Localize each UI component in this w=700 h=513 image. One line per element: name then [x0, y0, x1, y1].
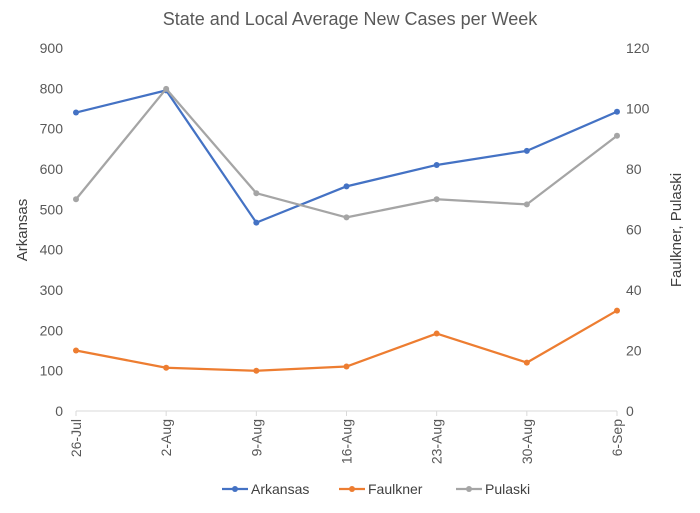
data-point-pulaski: [343, 214, 350, 221]
legend-swatch-marker: [349, 486, 355, 492]
legend-item-pulaski: Pulaski: [456, 481, 530, 497]
right-axis-ticks: 0 20 40 60 80 100 120: [626, 40, 650, 419]
left-tick-label: 0: [55, 403, 63, 419]
right-tick-label: 40: [626, 282, 642, 298]
left-tick-label: 400: [40, 242, 64, 258]
data-point-arkansas: [614, 108, 620, 115]
legend-swatch-marker: [232, 486, 238, 492]
data-point-arkansas: [343, 183, 350, 190]
x-axis-ticks: 26-Jul 2-Aug 9-Aug 16-Aug 23-Aug 30-Aug 6-Sep: [68, 411, 625, 464]
legend: Arkansas Faulkner Pulaski: [222, 481, 530, 497]
right-tick-label: 120: [626, 40, 650, 56]
data-point-faulkner: [433, 330, 440, 337]
series-faulkner: [73, 307, 620, 374]
x-tick-label: 23-Aug: [429, 419, 445, 464]
x-tick-label: 16-Aug: [339, 419, 355, 464]
left-tick-label: 500: [40, 201, 64, 217]
series-line-faulkner: [74, 309, 619, 372]
left-tick-label: 600: [40, 161, 64, 177]
data-point-pulaski: [253, 190, 260, 197]
right-tick-label: 80: [626, 161, 642, 177]
x-tick-label: 30-Aug: [519, 419, 535, 464]
left-tick-label: 300: [40, 282, 64, 298]
data-point-faulkner: [163, 364, 170, 371]
data-point-pulaski: [433, 196, 440, 203]
left-tick-label: 100: [40, 363, 64, 379]
right-tick-label: 60: [626, 222, 642, 238]
right-tick-label: 0: [626, 403, 634, 419]
series-line-arkansas: [74, 89, 619, 224]
legend-label: Arkansas: [251, 481, 309, 497]
data-point-pulaski: [523, 201, 530, 208]
left-tick-label: 900: [40, 40, 64, 56]
data-point-pulaski: [163, 85, 170, 92]
data-point-faulkner: [614, 307, 620, 314]
left-tick-label: 800: [40, 80, 64, 96]
data-point-faulkner: [253, 367, 260, 374]
right-tick-label: 20: [626, 343, 642, 359]
left-axis-ticks: 0 100 200 300 400 500 600 700 800 900: [40, 40, 64, 419]
data-point-arkansas: [523, 147, 530, 154]
y-axis-title-left: Arkansas: [14, 199, 31, 262]
data-point-pulaski: [614, 132, 620, 139]
y-axis-title-right: Faulkner, Pulaski: [668, 173, 685, 287]
x-tick-label: 9-Aug: [248, 419, 264, 456]
right-tick-label: 100: [626, 101, 650, 117]
legend-label: Pulaski: [485, 481, 530, 497]
legend-swatch-marker: [466, 486, 472, 492]
series-arkansas: [73, 87, 620, 226]
x-tick-label: 2-Aug: [158, 419, 174, 456]
data-point-faulkner: [523, 359, 530, 366]
series-line-pulaski: [74, 87, 619, 219]
series-layer: [73, 85, 620, 374]
legend-item-arkansas: Arkansas: [222, 481, 309, 497]
left-tick-label: 700: [40, 121, 64, 137]
data-point-arkansas: [433, 161, 440, 168]
series-pulaski: [73, 85, 620, 221]
data-point-pulaski: [73, 196, 79, 203]
legend-label: Faulkner: [368, 481, 423, 497]
data-point-arkansas: [73, 109, 79, 116]
x-tick-label: 26-Jul: [68, 419, 84, 457]
data-point-faulkner: [73, 347, 79, 354]
data-point-faulkner: [343, 363, 350, 370]
legend-item-faulkner: Faulkner: [339, 481, 423, 497]
x-tick-label: 6-Sep: [609, 419, 625, 457]
chart-title: State and Local Average New Cases per We…: [163, 9, 539, 29]
left-tick-label: 200: [40, 322, 64, 338]
data-point-arkansas: [253, 219, 260, 226]
